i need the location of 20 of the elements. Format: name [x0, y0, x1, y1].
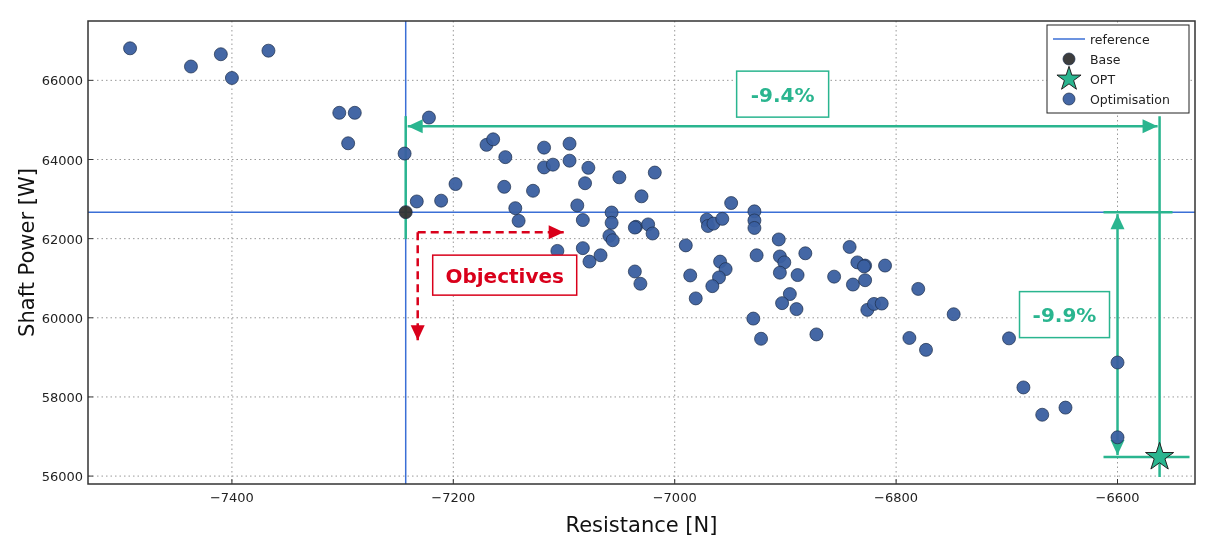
x-tick-label: −6600: [1095, 490, 1140, 505]
annotation: -9.4%: [750, 83, 815, 108]
x-tick-label: −6800: [874, 490, 919, 505]
y-axis-title: Shaft Power [W]: [15, 168, 39, 337]
legend-label: Optimisation: [1090, 92, 1170, 107]
y-tick-label: 62000: [41, 231, 83, 247]
x-tick-label: −7000: [652, 490, 697, 505]
x-tick-label: −7400: [209, 490, 254, 505]
annotation: Objectives: [445, 264, 564, 289]
legend-label: Base: [1090, 52, 1121, 67]
x-axis-title: Resistance [N]: [565, 513, 718, 537]
legend-label: OPT: [1090, 72, 1116, 87]
y-tick-label: 66000: [41, 73, 83, 89]
legend-label: reference: [1090, 32, 1150, 47]
y-tick-label: 56000: [41, 469, 83, 485]
y-tick-label: 64000: [41, 152, 83, 168]
annotation: -9.9%: [1032, 302, 1097, 327]
x-tick-label: −7200: [431, 490, 476, 505]
y-tick-label: 58000: [41, 389, 83, 405]
y-tick-label: 60000: [41, 310, 83, 326]
